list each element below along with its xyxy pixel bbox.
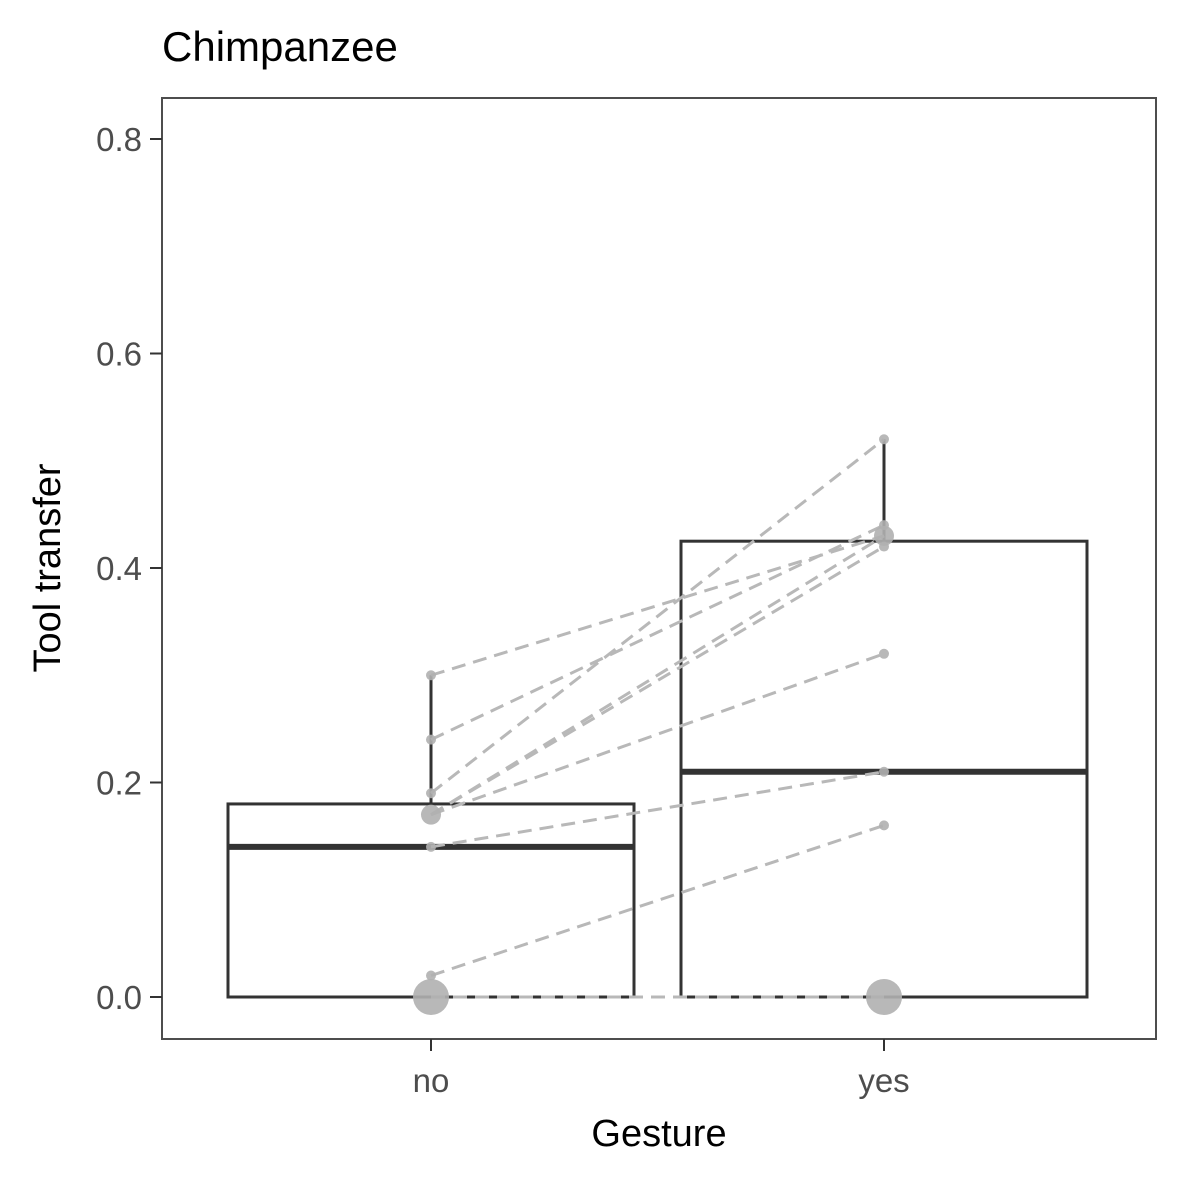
paired-line [430, 770, 885, 849]
data-point-yes [879, 766, 889, 777]
y-tick-label: 0.2 [96, 765, 142, 802]
data-point-yes [879, 434, 889, 445]
data-point-yes [879, 520, 889, 531]
y-tick-label: 0.0 [96, 979, 142, 1016]
data-point-no [426, 670, 436, 681]
points-layer [413, 434, 902, 1015]
y-axis: 0.0 0.2 0.4 0.6 0.8 [96, 121, 162, 1016]
y-tick-label: 0.6 [96, 336, 142, 373]
data-point-yes [874, 525, 894, 546]
x-axis: no yes [413, 1039, 910, 1099]
paired-line [430, 652, 885, 817]
data-point-yes [879, 648, 889, 659]
data-point-no [413, 979, 449, 1015]
data-point-no [426, 841, 436, 852]
y-tick-label: 0.8 [96, 121, 142, 158]
paired-line [430, 823, 885, 977]
x-axis-title: Gesture [591, 1113, 726, 1155]
data-point-no [426, 970, 436, 981]
y-axis-title: Tool transfer [27, 463, 69, 672]
data-point-no [426, 734, 436, 745]
paired-line [430, 438, 885, 795]
box-no [226, 802, 636, 999]
paired-line [430, 534, 885, 677]
data-point-yes [879, 541, 889, 552]
paired-line [430, 534, 885, 816]
data-point-no [421, 804, 441, 825]
data-point-yes [879, 820, 889, 831]
paired-lines-layer [430, 438, 885, 999]
x-tick-label: no [413, 1062, 450, 1099]
chart-title: Chimpanzee [162, 23, 398, 70]
x-tick-label: yes [858, 1062, 909, 1099]
y-tick-label: 0.4 [96, 550, 142, 587]
data-point-no [426, 788, 436, 799]
data-point-yes [866, 979, 902, 1015]
paired-line [430, 523, 885, 741]
